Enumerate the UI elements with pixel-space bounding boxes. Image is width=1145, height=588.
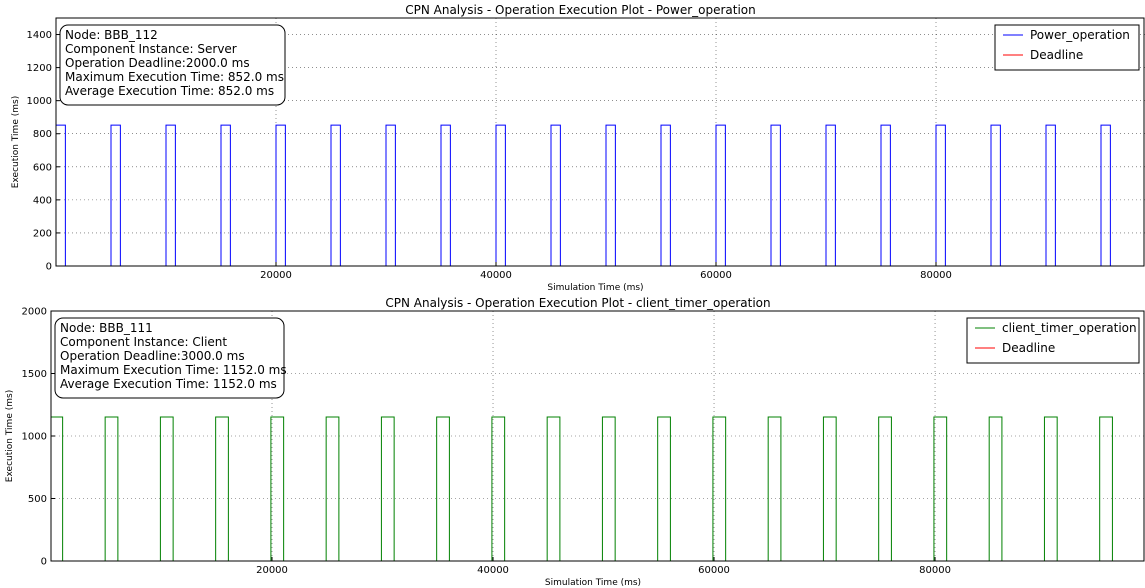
y-tick-label: 1400 bbox=[27, 30, 52, 41]
legend bbox=[994, 24, 1140, 71]
chart-1: CPN Analysis - Operation Execution Plot … bbox=[11, 3, 1145, 293]
chart-2: CPN Analysis - Operation Execution Plot … bbox=[5, 296, 1145, 588]
info-line: Operation Deadline:3000.0 ms bbox=[60, 349, 245, 363]
y-tick-label: 1200 bbox=[27, 63, 52, 74]
legend-label: Power_operation bbox=[1030, 28, 1130, 42]
y-tick-label: 1000 bbox=[27, 96, 52, 107]
x-axis-label: Simulation Time (ms) bbox=[545, 578, 641, 588]
x-tick-label: 40000 bbox=[480, 270, 512, 281]
y-tick-label: 1000 bbox=[22, 432, 47, 443]
info-line: Node: BBB_112 bbox=[65, 28, 158, 42]
chart-title: CPN Analysis - Operation Execution Plot … bbox=[385, 296, 770, 310]
y-tick-label: 500 bbox=[28, 494, 47, 505]
x-tick-label: 60000 bbox=[698, 565, 730, 576]
plot-frame bbox=[55, 17, 1145, 267]
y-tick-label: 200 bbox=[33, 228, 52, 239]
chart-title: CPN Analysis - Operation Execution Plot … bbox=[405, 3, 756, 17]
legend bbox=[966, 317, 1140, 364]
x-tick-label: 40000 bbox=[477, 565, 509, 576]
info-line: Maximum Execution Time: 852.0 ms bbox=[65, 70, 284, 84]
info-line: Operation Deadline:2000.0 ms bbox=[65, 56, 250, 70]
series-line-client-timer-operation bbox=[51, 416, 1113, 562]
series-line-power-operation bbox=[56, 124, 1111, 267]
info-line: Maximum Execution Time: 1152.0 ms bbox=[60, 363, 287, 377]
y-tick-label: 600 bbox=[33, 162, 52, 173]
x-axis-label: Simulation Time (ms) bbox=[547, 283, 643, 293]
info-line: Component Instance: Client bbox=[60, 335, 227, 349]
legend-label: Deadline bbox=[1030, 48, 1083, 62]
info-line: Node: BBB_111 bbox=[60, 321, 153, 335]
legend-label: Deadline bbox=[1002, 341, 1055, 355]
y-axis-label: Execution Time (ms) bbox=[11, 96, 21, 188]
y-tick-label: 0 bbox=[41, 557, 47, 568]
info-line: Component Instance: Server bbox=[65, 42, 237, 56]
y-tick-label: 2000 bbox=[22, 307, 47, 318]
x-tick-label: 20000 bbox=[256, 565, 288, 576]
info-line: Average Execution Time: 1152.0 ms bbox=[60, 377, 277, 391]
y-tick-label: 0 bbox=[46, 262, 52, 273]
x-tick-label: 60000 bbox=[700, 270, 732, 281]
info-line: Average Execution Time: 852.0 ms bbox=[65, 84, 274, 98]
info-box bbox=[59, 24, 286, 106]
x-tick-label: 80000 bbox=[919, 565, 951, 576]
y-tick-label: 400 bbox=[33, 195, 52, 206]
x-tick-label: 80000 bbox=[920, 270, 952, 281]
y-tick-label: 800 bbox=[33, 129, 52, 140]
legend-label: client_timer_operation bbox=[1002, 321, 1137, 335]
y-tick-label: 1500 bbox=[22, 369, 47, 380]
y-axis-label: Execution Time (ms) bbox=[5, 390, 15, 482]
x-tick-label: 20000 bbox=[260, 270, 292, 281]
info-box bbox=[54, 317, 285, 399]
